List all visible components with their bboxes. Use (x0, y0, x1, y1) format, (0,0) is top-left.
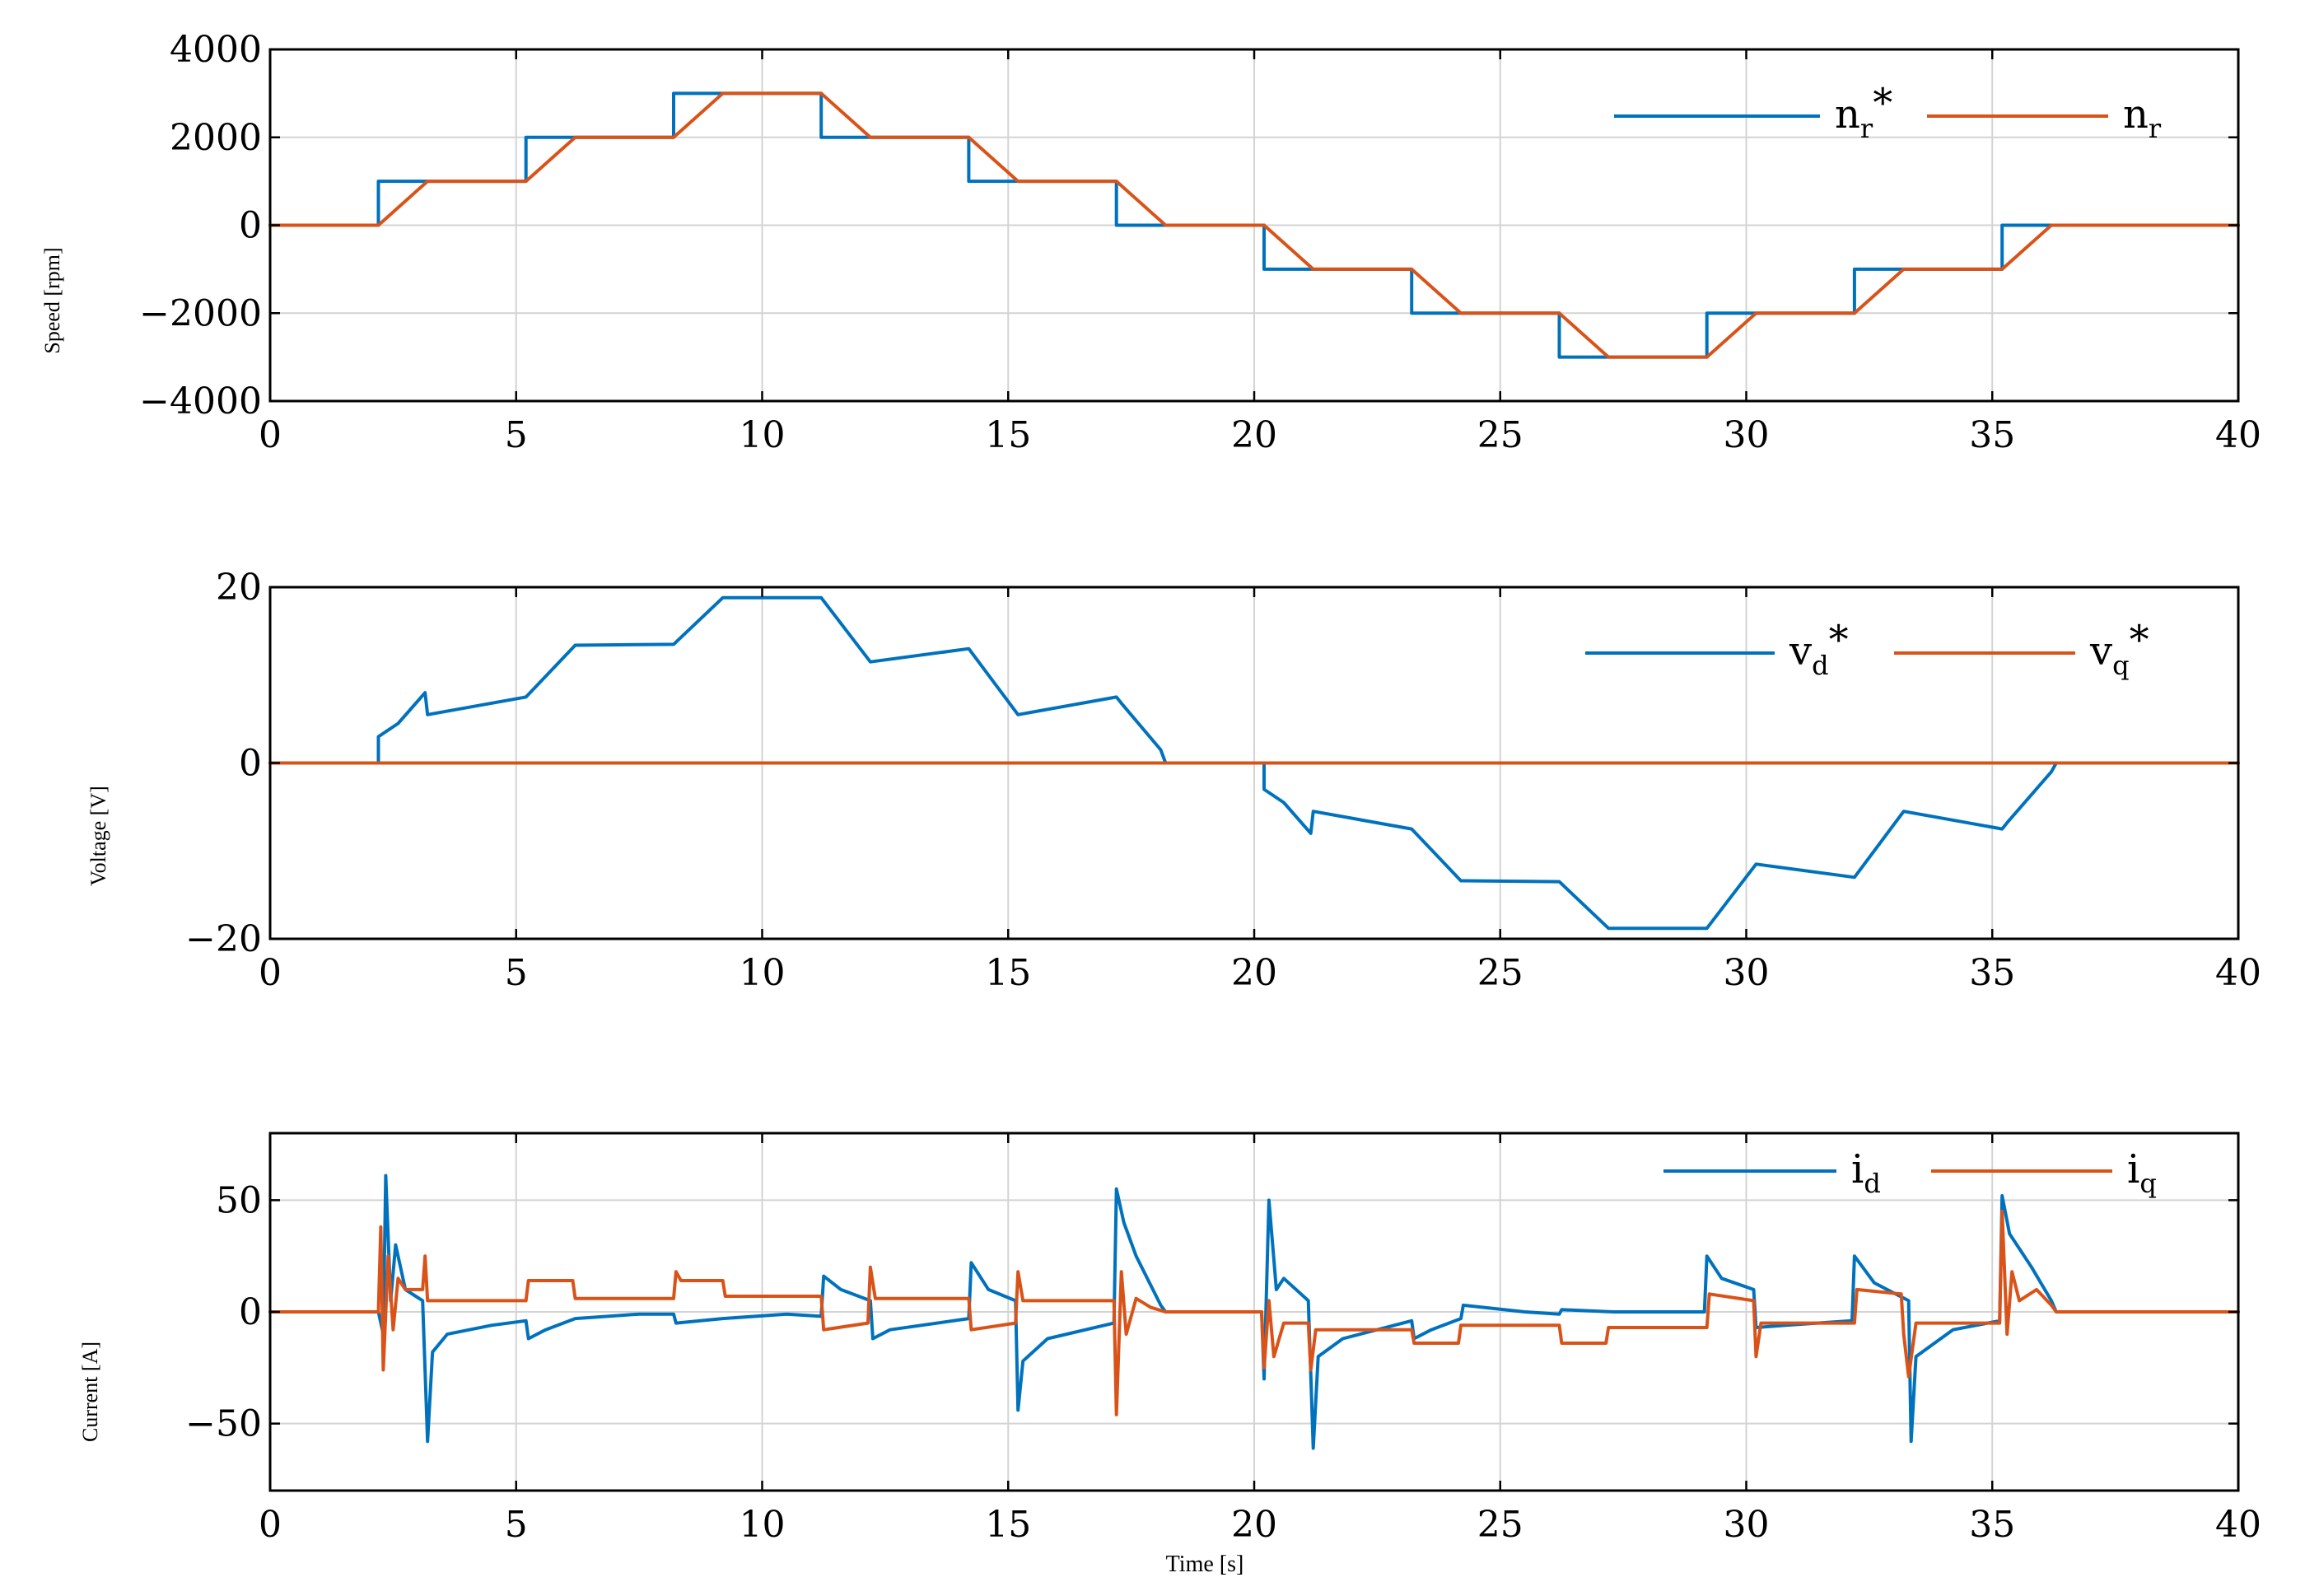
voltage-y-tick-label: −20 (185, 918, 262, 960)
speed-panel: Speed [rpm] 0 5 10 15 20 25 30 35 40 −4000 −2000 0 2… (40, 29, 2261, 456)
speed-series-n-r-line (268, 91, 2240, 359)
speed-x-tick-label: 10 (740, 414, 786, 456)
current-y-axis-label: Current [A] (78, 1342, 102, 1442)
legend-label-n-r: nr (2123, 91, 2162, 144)
current-x-tick-label: 20 (1231, 1504, 1277, 1546)
speed-x-tick-label: 15 (985, 414, 1031, 456)
voltage-x-tick-label: 15 (985, 952, 1031, 994)
speed-x-tick-label: 35 (1969, 414, 2015, 456)
speed-x-tick-label: 5 (505, 414, 528, 456)
current-x-tick-label: 0 (259, 1504, 282, 1546)
current-series-i-q-line (268, 1209, 2240, 1416)
current-x-tick-label: 25 (1477, 1504, 1523, 1546)
speed-y-tick-label: −2000 (139, 292, 262, 334)
voltage-x-tick-label: 10 (740, 952, 786, 994)
speed-legend: nr* nr (1614, 80, 2162, 144)
legend-label-v-d-: vd* (1789, 617, 1849, 681)
speed-y-tick-label: 0 (239, 205, 262, 247)
legend-label-i-q: iq (2127, 1146, 2157, 1199)
speed-y-axis-label: Speed [rpm] (40, 247, 64, 353)
voltage-x-tick-label: 5 (505, 952, 528, 994)
current-x-tick-label: 10 (740, 1504, 786, 1546)
speed-x-tick-label: 20 (1231, 414, 1277, 456)
speed-x-tick-label: 0 (259, 414, 282, 456)
current-x-tick-label: 15 (985, 1504, 1031, 1546)
speed-x-tick-label: 25 (1477, 414, 1523, 456)
current-x-tick-label: 5 (505, 1504, 528, 1546)
speed-x-tick-label: 40 (2215, 414, 2261, 456)
current-y-tick-label: 50 (216, 1179, 262, 1221)
current-x-tick-label: 35 (1969, 1504, 2015, 1546)
speed-y-tick-label: −4000 (139, 380, 262, 422)
voltage-y-axis-label: Voltage [V] (86, 786, 110, 886)
legend-label-n-r-: nr* (1835, 80, 1892, 144)
voltage-x-tick-label: 30 (1724, 952, 1770, 994)
voltage-x-tick-label: 20 (1231, 952, 1277, 994)
current-x-tick-label: 40 (2215, 1504, 2261, 1546)
current-panel: Current [A] 0 5 10 15 20 25 30 35 40 −50 0 50 id iq (78, 1132, 2261, 1546)
current-x-tick-label: 30 (1724, 1504, 1770, 1546)
x-axis-label: Time [s] (1166, 1552, 1244, 1577)
voltage-legend: vd* vq* (1585, 617, 2149, 681)
speed-y-tick-label: 2000 (170, 117, 262, 159)
legend-label-v-q-: vq* (2089, 617, 2149, 681)
voltage-x-tick-label: 35 (1969, 952, 2015, 994)
current-y-tick-label: −50 (185, 1403, 262, 1445)
speed-x-tick-label: 30 (1724, 414, 1770, 456)
voltage-x-tick-label: 40 (2215, 952, 2261, 994)
voltage-x-tick-label: 0 (259, 952, 282, 994)
voltage-y-tick-label: 0 (239, 743, 262, 785)
voltage-x-tick-label: 25 (1477, 952, 1523, 994)
voltage-y-tick-label: 20 (216, 567, 262, 609)
speed-y-tick-label: 4000 (170, 29, 262, 71)
current-y-tick-label: 0 (239, 1291, 262, 1333)
legend-label-i-d: id (1851, 1146, 1881, 1199)
current-legend: id iq (1663, 1146, 2157, 1199)
